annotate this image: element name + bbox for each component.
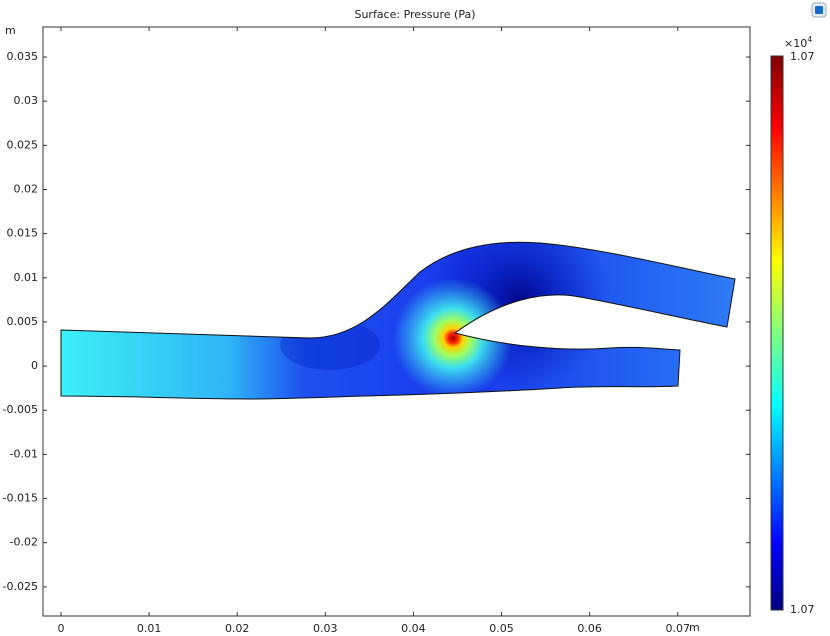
y-tick-label: 0.01 <box>14 271 39 284</box>
x-tick-label: 0 <box>57 622 64 635</box>
y-tick-label: 0.005 <box>7 315 39 328</box>
x-tick-label: 0.07 <box>665 622 690 635</box>
toolbar-icon[interactable] <box>811 2 827 18</box>
x-tick-label: 0.02 <box>225 622 250 635</box>
colorbar-multiplier: ×104 <box>784 35 812 51</box>
x-tick-label: 0.01 <box>137 622 162 635</box>
x-tick-label: 0.06 <box>577 622 602 635</box>
y-tick-label: 0.03 <box>14 94 39 107</box>
y-tick-label: -0.015 <box>3 492 38 505</box>
x-tick-label: 0.05 <box>489 622 514 635</box>
y-tick-label: 0.02 <box>14 182 39 195</box>
x-tick-label: 0.03 <box>313 622 338 635</box>
colorbar <box>770 55 784 611</box>
y-tick-label: 0.035 <box>7 50 39 63</box>
y-tick-label: 0.025 <box>7 138 39 151</box>
y-tick-label: -0.01 <box>10 447 38 460</box>
geometry-outline <box>60 241 736 400</box>
y-tick-label: -0.02 <box>10 536 38 549</box>
colorbar-multiplier-base: ×10 <box>784 37 807 50</box>
y-tick-label: -0.025 <box>3 580 38 593</box>
y-axis-unit: m <box>5 24 16 37</box>
y-tick-label: 0.015 <box>7 227 39 240</box>
chart-title: Surface: Pressure (Pa) <box>354 8 475 21</box>
x-tick-label: 0.04 <box>401 622 426 635</box>
y-tick-label: -0.005 <box>3 403 38 416</box>
colorbar-max-label: 1.07 <box>790 50 815 63</box>
y-tick-label: 0 <box>31 359 38 372</box>
colorbar-min-label: 1.07 <box>790 603 815 616</box>
colorbar-exponent: 4 <box>807 35 812 44</box>
x-axis-unit: m <box>689 621 700 634</box>
